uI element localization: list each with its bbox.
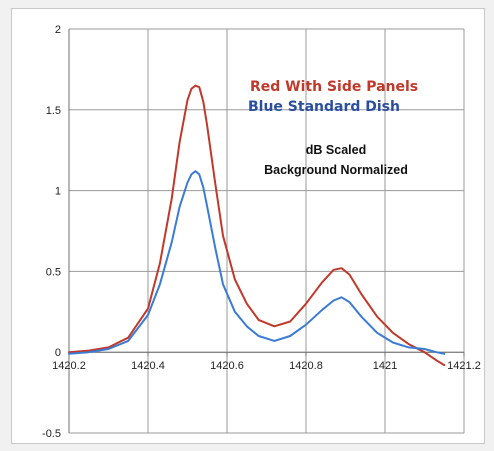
y-tick-label: 1.5	[46, 105, 61, 117]
gridlines	[68, 28, 465, 434]
y-axis-tick-labels: -0.5 0 0.5 1 1.5 2	[42, 24, 61, 440]
chart-area: -0.5 0 0.5 1 1.5 2 1420.2 1420.4 1420.6 1420.8 14…	[11, 8, 485, 444]
annotation-background-normalized: Background Normalized	[264, 163, 408, 177]
x-tick-label: 1421.2	[447, 360, 481, 372]
y-tick-label: -0.5	[42, 428, 61, 440]
y-tick-label: 1	[55, 186, 61, 198]
x-tick-label: 1420.8	[289, 360, 323, 372]
legend-red-label: Red With Side Panels	[250, 79, 418, 95]
x-tick-label: 1420.4	[131, 360, 165, 372]
y-tick-label: 0	[55, 347, 61, 359]
x-axis-tick-labels: 1420.2 1420.4 1420.6 1420.8 1421 1421.2	[52, 360, 481, 372]
legend-blue-label: Blue Standard Dish	[248, 99, 400, 115]
x-tick-label: 1420.2	[52, 360, 86, 372]
x-tick-label: 1420.6	[210, 360, 244, 372]
series-lines	[68, 84, 446, 367]
y-tick-label: 2	[55, 24, 61, 36]
x-tick-label: 1421	[373, 360, 397, 372]
series-red-line	[68, 84, 446, 367]
series-blue-line	[68, 170, 446, 355]
line-chart: -0.500.511.52 1420.2 1420.4 1420.6 1420.8 14…	[42, 24, 481, 440]
annotation-db-scaled: dB Scaled	[306, 143, 366, 157]
y-tick-label: 0.5	[46, 266, 61, 278]
